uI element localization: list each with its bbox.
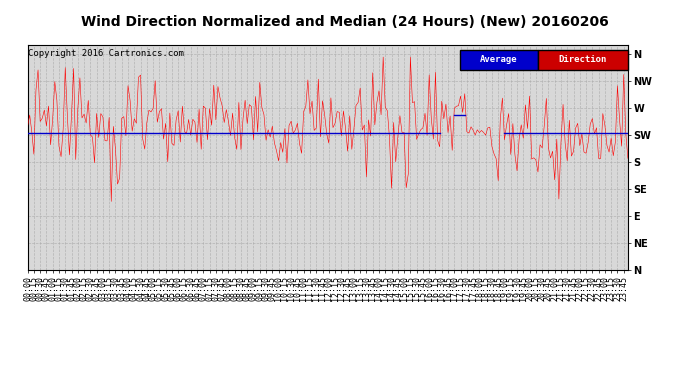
FancyBboxPatch shape — [538, 50, 628, 70]
Text: Copyright 2016 Cartronics.com: Copyright 2016 Cartronics.com — [28, 50, 184, 58]
Text: Average: Average — [480, 55, 518, 64]
Text: Direction: Direction — [559, 55, 607, 64]
Text: Wind Direction Normalized and Median (24 Hours) (New) 20160206: Wind Direction Normalized and Median (24… — [81, 15, 609, 29]
FancyBboxPatch shape — [460, 50, 538, 70]
